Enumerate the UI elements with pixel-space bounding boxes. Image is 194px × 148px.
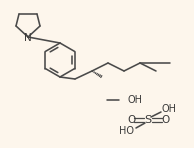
Text: O: O [127,115,135,125]
Text: S: S [145,115,152,125]
Text: N: N [24,33,32,43]
Text: OH: OH [161,104,177,114]
Text: OH: OH [127,95,143,105]
Text: HO: HO [120,126,134,136]
Text: O: O [161,115,169,125]
